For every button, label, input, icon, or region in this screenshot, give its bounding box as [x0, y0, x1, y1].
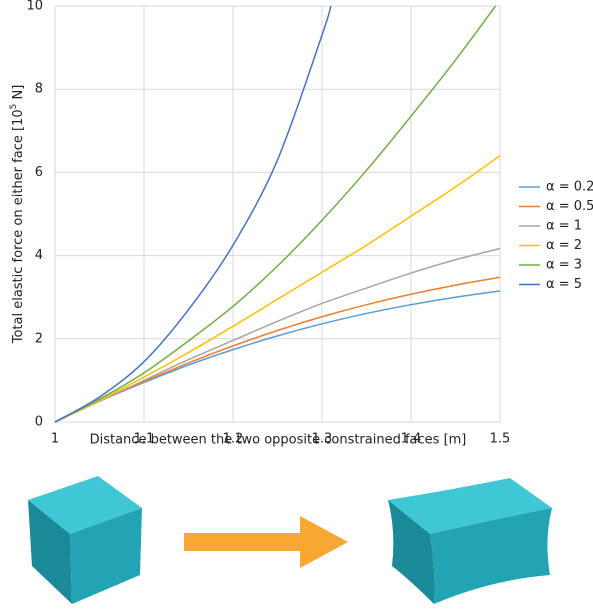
cube-top: [28, 476, 142, 534]
series-line: [54, 290, 501, 423]
legend-label: α = 0.5: [546, 199, 593, 214]
y-tick-label: 10: [26, 0, 43, 14]
series-line: [54, 5, 497, 423]
cube-left: [388, 500, 435, 604]
legend-label: α = 3: [546, 258, 582, 273]
y-tick-label: 2: [35, 331, 43, 346]
cube-right: [430, 508, 552, 604]
y-label-exponent: 5: [9, 104, 19, 110]
cube-top: [388, 478, 552, 534]
series-line: [54, 155, 501, 423]
y-tick-label: 0: [35, 415, 43, 430]
cube-after: [388, 478, 552, 604]
legend-label: α = 1: [546, 219, 582, 234]
series-line: [54, 247, 501, 423]
y-tick-label: 8: [35, 82, 43, 97]
x-tick-label: 1.2: [223, 432, 244, 447]
x-axis-label: Distance between the two opposite constr…: [90, 433, 467, 448]
y-label-unit: N]: [11, 85, 26, 104]
x-tick-label: 1.5: [490, 432, 511, 447]
legend-label: α = 5: [546, 277, 582, 292]
legend-label: α = 0.2: [546, 180, 593, 195]
legend-label: α = 2: [546, 238, 582, 253]
y-axis-label: Total elastic force on either face [105 …: [9, 85, 26, 345]
cube-right: [70, 508, 142, 604]
series-line: [54, 5, 332, 423]
cube-left: [28, 500, 72, 604]
x-tick-label: 1.3: [312, 432, 333, 447]
illustration: [28, 476, 552, 604]
y-tick-label: 6: [35, 165, 43, 180]
x-tick-label: 1: [51, 432, 59, 447]
cube-before: [28, 476, 142, 604]
x-tick-label: 1.4: [401, 432, 422, 447]
x-tick-label: 1.1: [134, 432, 155, 447]
y-tick-label: 4: [35, 248, 43, 263]
y-label-text: Total elastic force on either face [10: [11, 109, 26, 344]
arrow: [184, 516, 348, 568]
